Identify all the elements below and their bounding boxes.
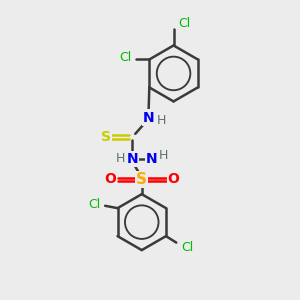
Text: Cl: Cl	[88, 198, 100, 211]
Text: Cl: Cl	[178, 17, 191, 31]
Text: O: O	[168, 172, 179, 186]
Text: H: H	[157, 114, 167, 127]
Text: S: S	[101, 130, 111, 144]
Text: Cl: Cl	[119, 51, 131, 64]
Text: N: N	[146, 152, 157, 166]
Text: Cl: Cl	[181, 241, 193, 254]
Text: H: H	[115, 152, 125, 165]
Text: O: O	[104, 172, 116, 186]
Text: H: H	[159, 149, 169, 162]
Text: S: S	[136, 172, 147, 187]
Text: N: N	[127, 152, 138, 166]
Text: N: N	[143, 111, 154, 124]
